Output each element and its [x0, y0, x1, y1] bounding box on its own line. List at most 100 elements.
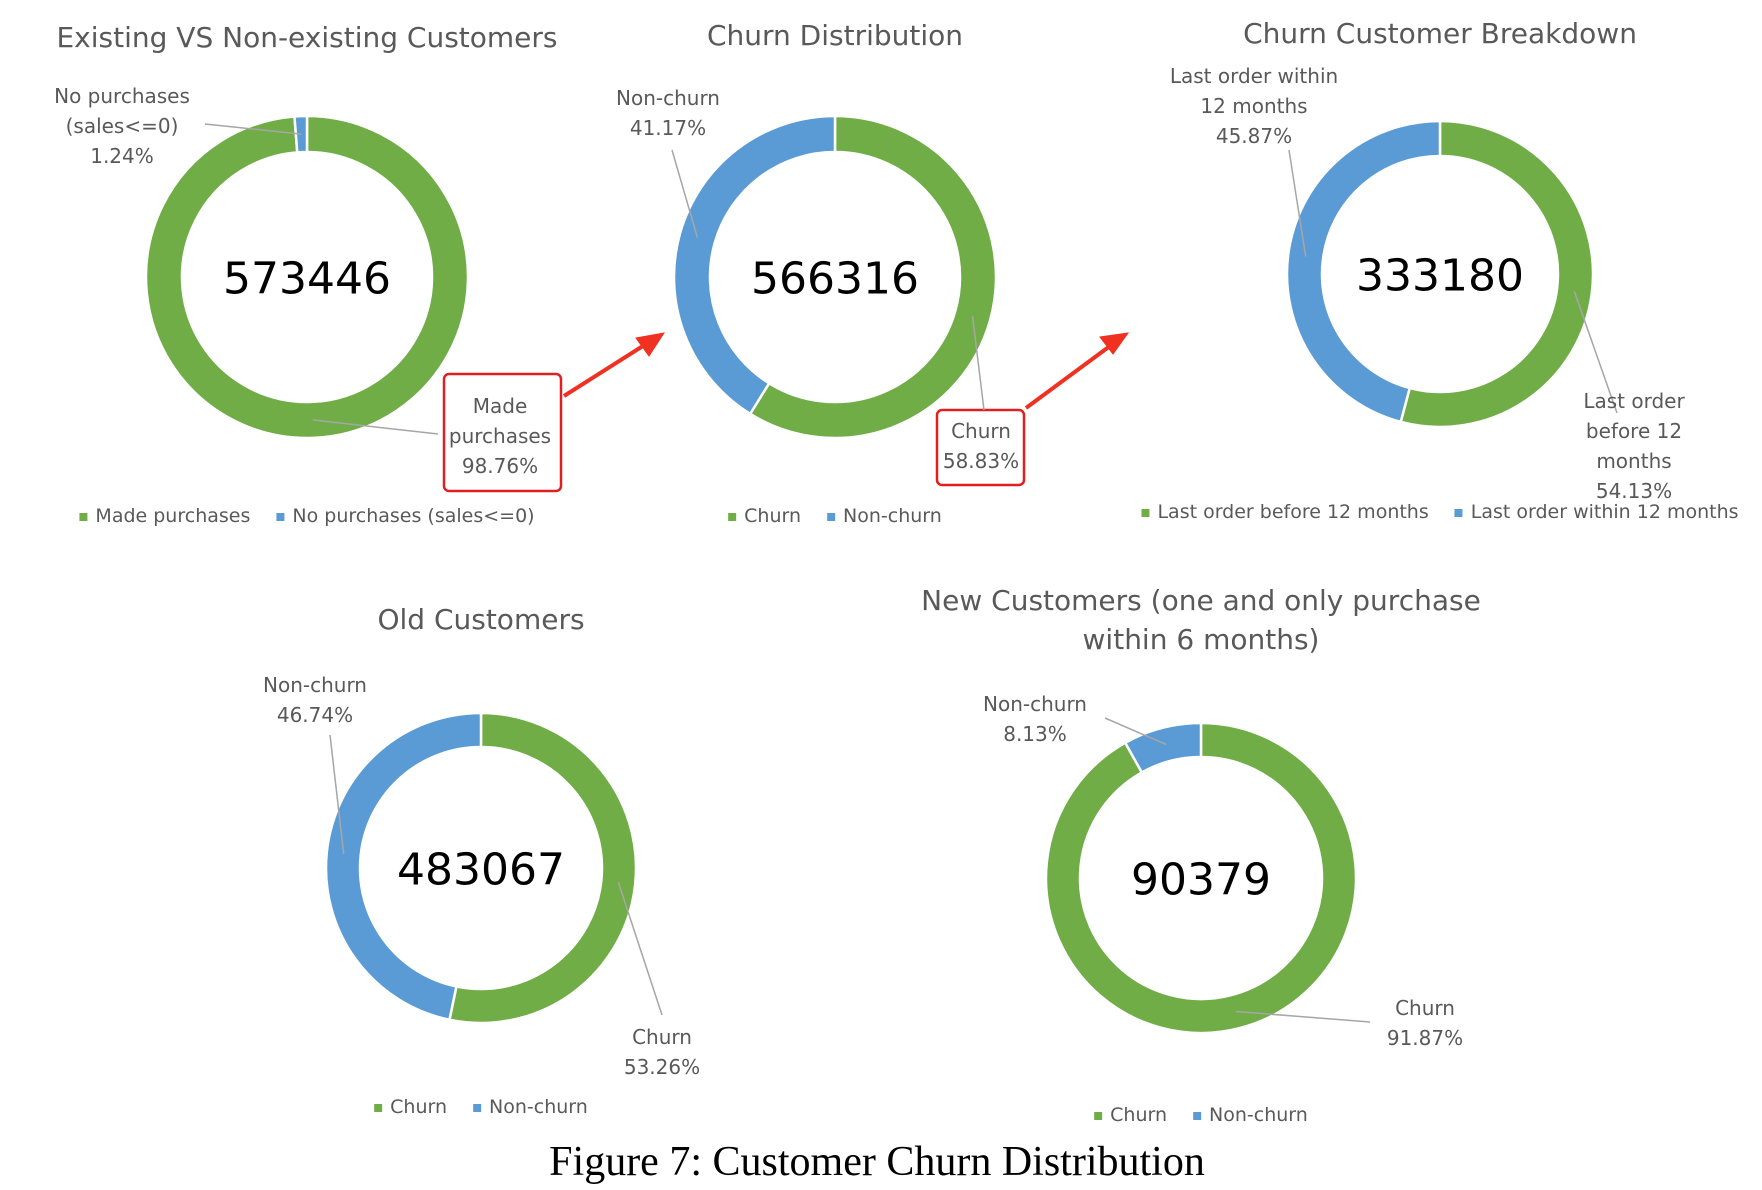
legend-label: Churn: [390, 1096, 448, 1118]
donut-slice: [1399, 119, 1595, 429]
data-label: Churn 91.87%: [1370, 993, 1480, 1053]
legend-item: Non-churn: [827, 505, 942, 527]
leader-line: [1104, 717, 1167, 746]
leader-line: [971, 316, 985, 411]
legend-swatch: [1141, 508, 1150, 517]
leader-line: [1235, 1010, 1371, 1023]
legend-swatch: [728, 512, 737, 521]
highlight-box: [442, 372, 563, 493]
data-label: Non-churn 41.17%: [608, 83, 728, 143]
data-label-category: Made purchases: [448, 394, 552, 448]
legend: Last order before 12 months Last order wi…: [1141, 501, 1739, 523]
leader-line: [204, 123, 302, 135]
chart-title: New Customers (one and only purchase wit…: [921, 584, 1481, 657]
leader-line: [671, 149, 699, 239]
data-label-category: Churn: [951, 419, 1011, 443]
data-label-category: Last order within 12 months: [1169, 64, 1339, 118]
chart-title: Churn Distribution: [706, 19, 964, 52]
chart-title: Churn Customer Breakdown: [1243, 17, 1637, 50]
legend-label: Last order before 12 months: [1157, 501, 1429, 523]
data-label-category: Non-churn: [616, 86, 720, 110]
legend-label: Last order within 12 months: [1470, 501, 1739, 523]
legend-swatch: [276, 512, 285, 521]
data-label: Churn 58.83%: [931, 416, 1031, 476]
legend-swatch: [827, 512, 836, 521]
legend-item: Churn: [728, 505, 801, 527]
arrow: [1024, 332, 1130, 410]
chart-title: Old Customers: [377, 603, 585, 636]
center-total: 566316: [751, 253, 919, 305]
arrow: [562, 332, 666, 398]
data-label: Last order within 12 months 45.87%: [1159, 61, 1349, 151]
data-label-value: 54.13%: [1595, 479, 1673, 503]
data-label-category: No purchases (sales<=0): [54, 84, 190, 138]
legend-label: Non-churn: [843, 505, 942, 527]
data-label-value: 46.74%: [276, 703, 354, 727]
data-label-value: 41.17%: [629, 116, 707, 140]
data-label-value: 45.87%: [1215, 124, 1293, 148]
legend-item: No purchases (sales<=0): [276, 505, 535, 527]
donut-slice: [1123, 721, 1203, 775]
leader-line: [312, 419, 439, 435]
data-label-category: Churn: [1395, 996, 1455, 1020]
donut-slice: [324, 711, 483, 1022]
data-label-category: Non-churn: [263, 673, 367, 697]
legend-swatch: [1094, 1111, 1103, 1120]
legend-label: Churn: [744, 505, 802, 527]
donut-slice: [144, 114, 470, 440]
data-label: Non-churn 46.74%: [255, 670, 375, 730]
data-label-category: Last order before 12 months: [1583, 389, 1685, 473]
legend-label: Made purchases: [95, 505, 251, 527]
legend: Churn Non-churn: [1094, 1104, 1308, 1126]
data-label: Non-churn 8.13%: [970, 689, 1100, 749]
legend-label: Churn: [1110, 1104, 1168, 1126]
data-label-value: 98.76%: [461, 454, 539, 478]
data-label: Made purchases 98.76%: [445, 391, 555, 481]
center-total: 483067: [397, 844, 565, 896]
legend-label: Non-churn: [489, 1096, 588, 1118]
legend: Churn Non-churn: [374, 1096, 588, 1118]
legend-label: No purchases (sales<=0): [292, 505, 535, 527]
leader-line: [1573, 291, 1618, 414]
chart-title: Existing VS Non-existing Customers: [56, 21, 558, 54]
legend-item: Last order before 12 months: [1141, 501, 1429, 523]
data-label-value: 58.83%: [942, 449, 1020, 473]
legend-swatch: [1454, 508, 1463, 517]
legend-swatch: [374, 1103, 383, 1112]
legend-label: Non-churn: [1209, 1104, 1308, 1126]
data-label: No purchases (sales<=0) 1.24%: [47, 81, 197, 171]
legend-item: Churn: [1094, 1104, 1167, 1126]
center-total: 90379: [1131, 854, 1271, 906]
center-total: 573446: [223, 253, 391, 305]
legend-swatch: [473, 1103, 482, 1112]
figure-caption: Figure 7: Customer Churn Distribution: [549, 1139, 1205, 1185]
data-label-category: Non-churn: [983, 692, 1087, 716]
legend-item: Non-churn: [1193, 1104, 1308, 1126]
data-label-category: Churn: [632, 1025, 692, 1049]
donut-slice: [672, 114, 837, 416]
donut-slice: [1044, 721, 1358, 1035]
legend-swatch: [79, 512, 88, 521]
legend-swatch: [1193, 1111, 1202, 1120]
leader-line: [1288, 149, 1307, 257]
legend-item: Last order within 12 months: [1454, 501, 1739, 523]
data-label: Last order before 12 months 54.13%: [1549, 386, 1719, 506]
legend-item: Made purchases: [79, 505, 250, 527]
leader-line: [617, 881, 663, 1016]
legend: Churn Non-churn: [728, 505, 942, 527]
donut-slice: [447, 711, 638, 1025]
legend-item: Churn: [374, 1096, 447, 1118]
data-label-value: 53.26%: [623, 1055, 701, 1079]
leader-line: [329, 734, 345, 854]
data-label-value: 1.24%: [90, 144, 154, 168]
legend: Made purchases No purchases (sales<=0): [79, 505, 535, 527]
highlight-box: [935, 408, 1026, 487]
legend-item: Non-churn: [473, 1096, 588, 1118]
data-label-value: 8.13%: [1003, 722, 1067, 746]
donut-slice: [748, 114, 998, 440]
data-label: Churn 53.26%: [607, 1022, 717, 1082]
data-label-value: 91.87%: [1386, 1026, 1464, 1050]
donut-slice: [1285, 119, 1442, 424]
